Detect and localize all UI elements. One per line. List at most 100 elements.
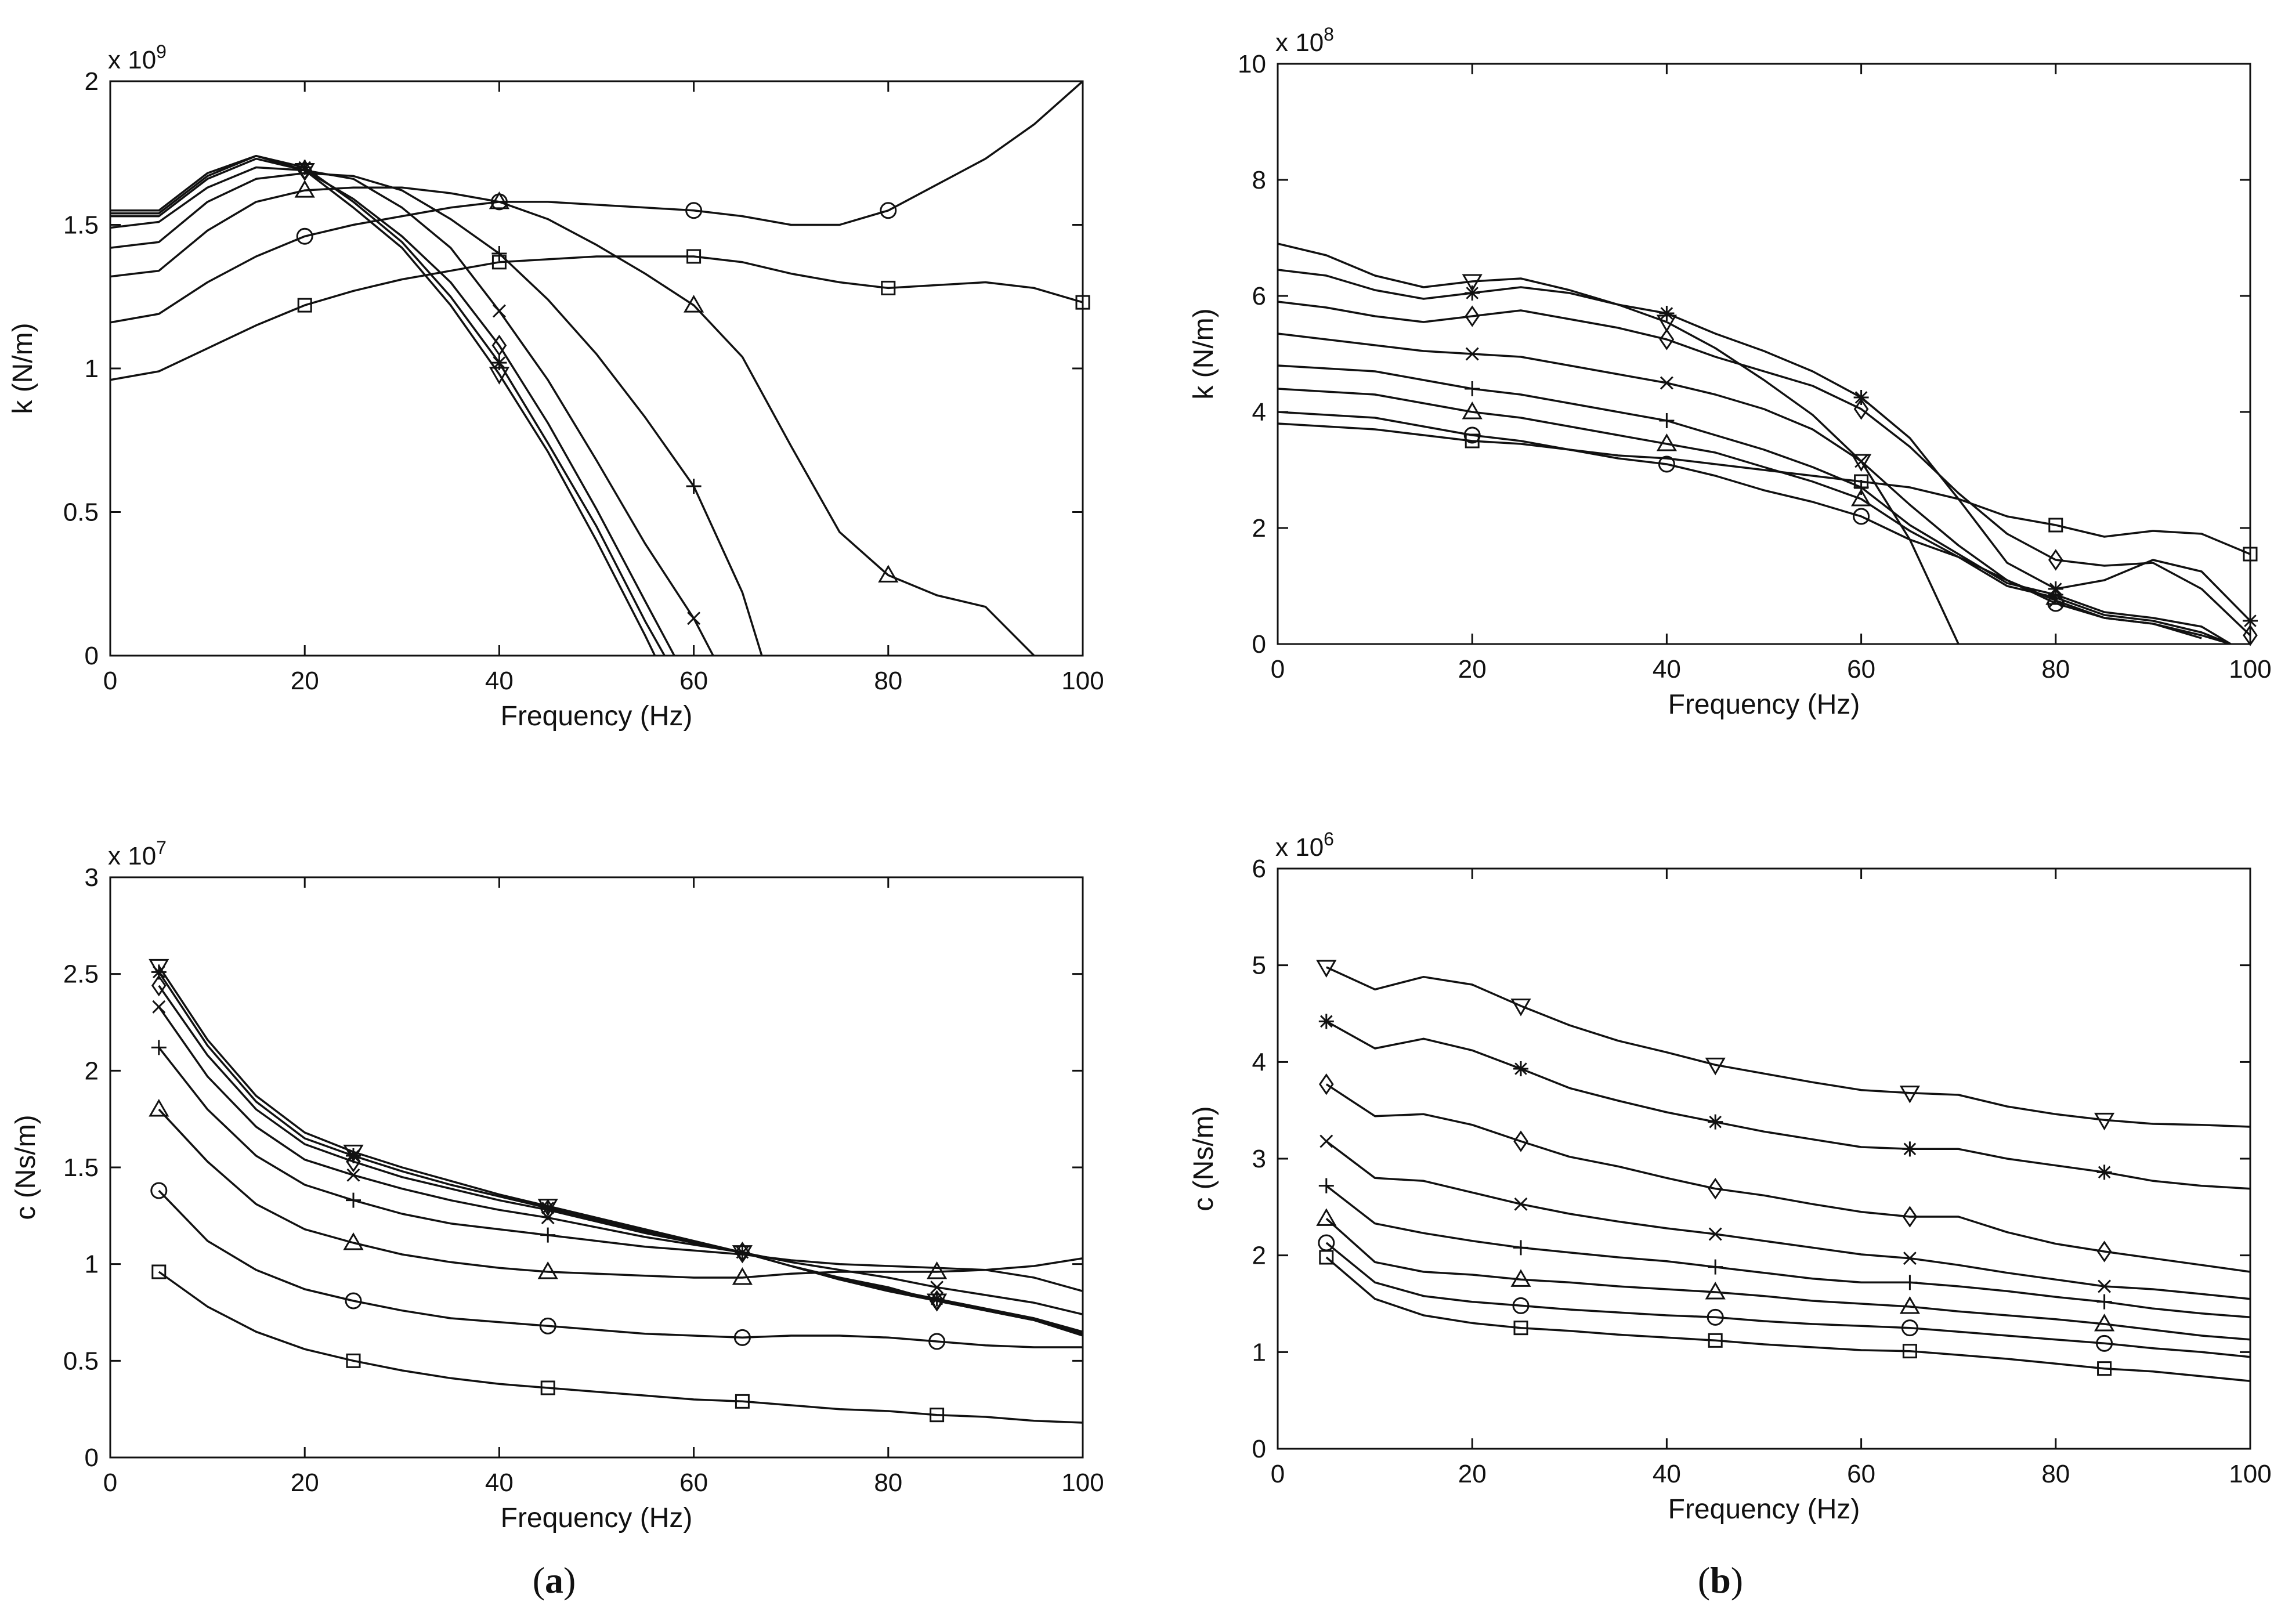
series-line-triangle-down: [158, 965, 1083, 1337]
marker-triangle-down: [343, 1144, 364, 1163]
marker-cross: [1465, 347, 1479, 361]
marker-square: [151, 1264, 167, 1279]
marker-triangle-down: [294, 162, 315, 181]
marker-triangle-down: [1316, 960, 1337, 978]
series-line-asterisk: [1325, 1020, 2250, 1190]
marker-square: [2048, 518, 2063, 533]
marker-asterisk: [297, 160, 313, 175]
series-lines: [110, 81, 1083, 656]
series-line-square: [1278, 422, 2250, 555]
marker-triangle: [343, 1232, 364, 1250]
marker-diamond: [1659, 328, 1675, 350]
series-markers: [149, 959, 948, 1423]
x-tick-label: 40: [1653, 1460, 1681, 1488]
marker-circle: [296, 227, 313, 245]
marker-diamond: [1902, 1206, 1918, 1228]
marker-asterisk: [1853, 390, 1869, 405]
marker-triangle-down: [489, 367, 509, 385]
y-tick-label: 2: [85, 67, 99, 96]
marker-triangle: [1899, 1296, 1920, 1314]
chart-a-damping: 0 20 40 60 80 100 0 0.5 1 1.5 2 2.5 3 x 107 Frequency …: [10, 837, 1104, 1533]
y-axis-label: c (Ns/m): [1188, 1106, 1219, 1211]
marker-triangle-down: [2094, 1112, 2115, 1131]
x-tick-label: 0: [1271, 1460, 1285, 1488]
x-tick-label: 60: [1847, 655, 1875, 683]
marker-circle: [880, 202, 897, 219]
axis-exponent: x 107: [108, 837, 167, 870]
y-tick-label: 0: [1252, 1435, 1266, 1463]
x-tick-label: 0: [1271, 655, 1285, 683]
x-tick-label: 40: [1653, 655, 1681, 683]
marker-asterisk: [491, 355, 507, 371]
marker-cross: [1854, 454, 1868, 468]
marker-cross: [1319, 1134, 1333, 1148]
marker-circle: [685, 202, 703, 219]
y-tick-label: 3: [85, 863, 99, 892]
y-tick-label: 1.5: [63, 211, 99, 240]
marker-circle: [1853, 508, 1870, 525]
y-tick-label: 6: [1252, 855, 1266, 883]
marker-circle: [1318, 1234, 1335, 1252]
marker-cross: [346, 1168, 360, 1182]
series-line-cross: [158, 1006, 1083, 1316]
marker-plus: [346, 1192, 361, 1208]
axis-exponent: x 108: [1275, 24, 1334, 57]
marker-square: [1513, 1321, 1528, 1336]
marker-triangle-down: [1851, 454, 1872, 472]
y-tick-label: 1: [85, 1250, 99, 1279]
marker-triangle-down: [732, 1245, 753, 1263]
marker-plus: [540, 1227, 556, 1243]
y-tick-label: 0.5: [63, 1347, 99, 1375]
panel-label-b: (b): [1698, 1560, 1743, 1601]
x-tick-label: 100: [1061, 667, 1104, 695]
marker-asterisk: [1902, 1141, 1918, 1157]
marker-triangle-down: [927, 1293, 948, 1312]
marker-square: [930, 1408, 945, 1423]
series-line-circle: [1278, 411, 2202, 639]
series-line-square: [110, 255, 1083, 381]
marker-square: [346, 1353, 361, 1368]
x-axis-label: Frequency (Hz): [1668, 1494, 1860, 1525]
series-line-asterisk: [158, 971, 1083, 1333]
marker-diamond: [1708, 1178, 1723, 1200]
marker-plus: [1513, 1240, 1528, 1256]
series-line-plus: [110, 172, 763, 656]
marker-square: [1465, 433, 1480, 449]
x-tick-label: 40: [485, 1469, 514, 1497]
marker-triangle: [1510, 1269, 1531, 1287]
marker-triangle-down: [1462, 274, 1483, 292]
marker-triangle: [149, 1098, 169, 1117]
marker-triangle: [1462, 401, 1483, 419]
marker-plus: [686, 478, 702, 494]
marker-triangle-down: [537, 1199, 558, 1217]
marker-asterisk: [2048, 581, 2063, 596]
marker-plus: [1708, 1259, 1723, 1275]
y-tick-label: 10: [1238, 50, 1266, 78]
marker-triangle: [1316, 1208, 1337, 1226]
y-tick-label: 2: [1252, 514, 1266, 542]
marker-triangle: [927, 1261, 948, 1279]
series-line-diamond: [110, 157, 675, 656]
marker-diamond: [1853, 398, 1869, 420]
marker-circle: [1901, 1319, 1918, 1337]
marker-asterisk: [1659, 306, 1675, 321]
x-tick-label: 80: [2041, 1460, 2070, 1488]
marker-cross: [2049, 594, 2063, 607]
y-tick-label: 0.5: [63, 498, 99, 527]
marker-asterisk: [540, 1200, 556, 1216]
marker-circle: [928, 1333, 946, 1350]
marker-triangle: [1851, 488, 1872, 507]
marker-diamond: [1513, 1130, 1528, 1152]
marker-triangle-down: [1899, 1086, 1920, 1104]
marker-triangle: [878, 565, 899, 583]
marker-circle: [733, 1329, 751, 1346]
series-line-plus: [1278, 364, 2232, 644]
marker-square: [2097, 1361, 2112, 1376]
marker-cross: [152, 1000, 166, 1014]
marker-square: [540, 1380, 555, 1395]
x-tick-label: 80: [874, 1469, 902, 1497]
series-line-triangle-down: [1326, 966, 2250, 1128]
marker-asterisk: [2096, 1164, 2112, 1180]
x-tick-label: 100: [2229, 1460, 2271, 1488]
